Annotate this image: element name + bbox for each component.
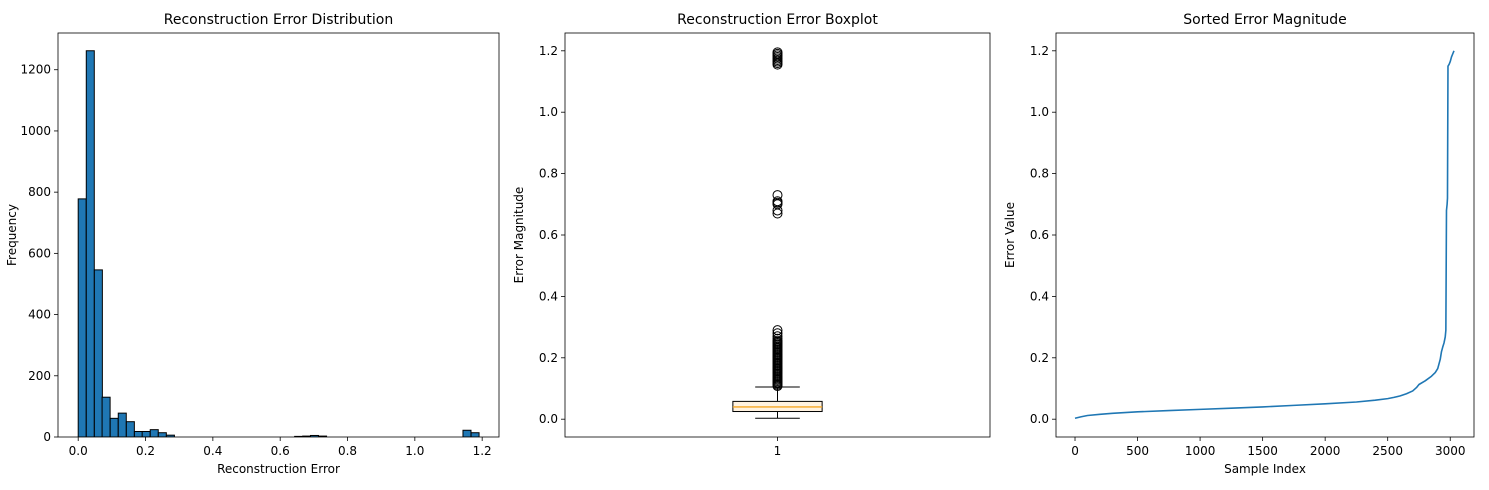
x-axis-label: Sample Index (1224, 462, 1306, 476)
y-tick-label: 1000 (20, 124, 51, 138)
histogram-bar (149, 429, 159, 437)
outlier-point (772, 196, 783, 207)
x-tick-label: 1.2 (473, 444, 492, 458)
histogram-bar (85, 50, 95, 437)
chart-title: Reconstruction Error Boxplot (677, 12, 878, 28)
y-tick-label: 0.8 (1030, 167, 1049, 181)
y-tick-label: 0.4 (539, 289, 558, 303)
y-tick-label: 0 (43, 430, 51, 444)
y-tick-label: 1.0 (1030, 105, 1049, 119)
y-tick-label: 0.8 (539, 167, 558, 181)
outlier-point (772, 325, 783, 336)
y-tick-label: 1200 (20, 63, 51, 77)
y-axis-label: Error Value (1003, 202, 1017, 268)
x-tick-label: 2500 (1372, 444, 1403, 458)
x-tick-label: 0.2 (136, 444, 155, 458)
x-tick-label: 0.4 (203, 444, 222, 458)
chart-title: Sorted Error Magnitude (1183, 12, 1346, 28)
x-tick-label: 3000 (1435, 444, 1466, 458)
plot-area (732, 47, 823, 419)
sorted-error-line (1074, 50, 1455, 420)
y-tick-label: 600 (28, 246, 51, 260)
histogram-bar (77, 198, 87, 437)
y-tick-label: 0.6 (1030, 228, 1049, 242)
y-tick-label: 1.0 (539, 105, 558, 119)
y-tick-label: 0.2 (1030, 351, 1049, 365)
y-axis-label: Error Magnitude (512, 187, 526, 284)
x-tick-label: 0 (1071, 444, 1079, 458)
x-tick-label: 1 (774, 444, 782, 458)
x-tick-label: 1000 (1185, 444, 1216, 458)
y-tick-label: 200 (28, 369, 51, 383)
panel-3: Sorted Error Magnitude Sample Index Error … (1003, 12, 1475, 476)
y-tick-label: 0.4 (1030, 289, 1049, 303)
y-tick-label: 0.2 (539, 351, 558, 365)
axes-frame (57, 32, 500, 438)
x-tick-label: 1.0 (405, 444, 424, 458)
histogram-bar (109, 417, 119, 437)
panel-2: Reconstruction Error Boxplot Error Magnit… (512, 12, 991, 458)
x-tick-label: 1500 (1247, 444, 1278, 458)
y-tick-label: 800 (28, 185, 51, 199)
y-tick-label: 400 (28, 308, 51, 322)
x-tick-label: 0.6 (271, 444, 290, 458)
histogram-bar (117, 412, 127, 437)
plot-area (1074, 50, 1455, 420)
panel-1: Reconstruction Error Distribution Reconst… (5, 12, 500, 476)
outlier-point (772, 47, 783, 58)
x-axis-label: Reconstruction Error (217, 462, 340, 476)
y-tick-label: 1.2 (539, 44, 558, 58)
y-tick-label: 1.2 (1030, 44, 1049, 58)
axes-frame (1055, 32, 1475, 438)
y-tick-label: 0.0 (539, 412, 558, 426)
histogram-bar (133, 430, 143, 437)
histogram-bar (93, 269, 103, 437)
histogram-bar (157, 432, 167, 437)
histogram-bar (101, 396, 111, 437)
chart-title: Reconstruction Error Distribution (164, 12, 393, 28)
plot-area (77, 50, 480, 437)
x-tick-label: 2000 (1310, 444, 1341, 458)
histogram-bar (462, 429, 472, 437)
outlier-point (772, 190, 783, 201)
y-axis-label: Frequency (5, 204, 19, 266)
outlier-point (772, 328, 783, 339)
y-tick-label: 0.0 (1030, 412, 1049, 426)
histogram-bar (141, 430, 151, 437)
x-tick-label: 0.0 (69, 444, 88, 458)
outlier-point (772, 331, 783, 342)
histogram-bar (470, 432, 480, 437)
histogram-bar (125, 421, 135, 437)
y-tick-label: 0.6 (539, 228, 558, 242)
x-tick-label: 0.8 (338, 444, 357, 458)
x-tick-label: 500 (1126, 444, 1149, 458)
